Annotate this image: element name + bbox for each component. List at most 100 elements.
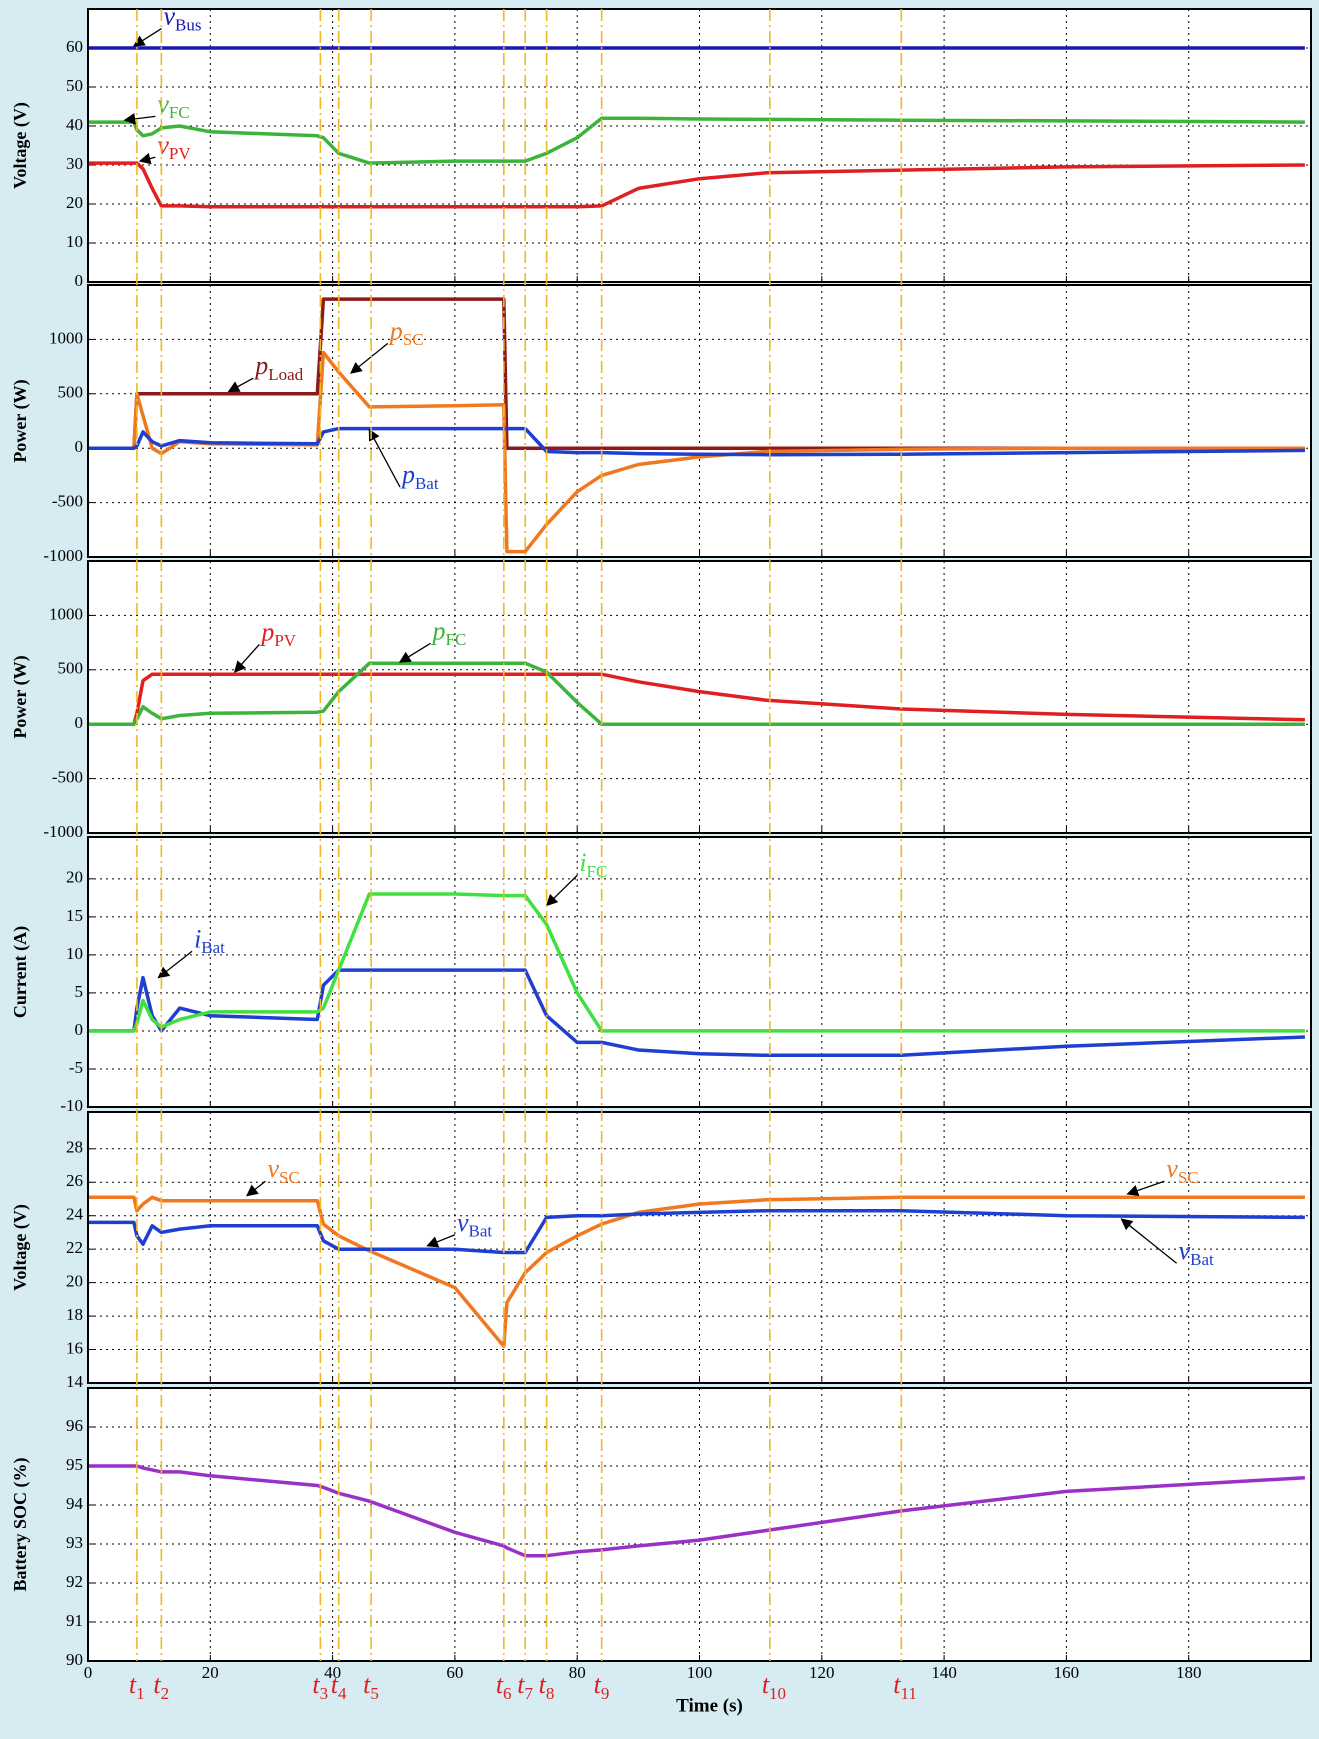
y-tick-label: -10 — [60, 1096, 83, 1115]
plot-frame — [87, 284, 1312, 558]
event-label: t1 — [129, 1670, 145, 1703]
series-label: vSC — [267, 1154, 299, 1187]
plot-area — [88, 1388, 1311, 1661]
y-tick-label: 18 — [66, 1305, 83, 1324]
plot-area — [88, 9, 1311, 282]
x-tick-label: 100 — [687, 1663, 713, 1682]
event-label: t4 — [331, 1670, 347, 1703]
x-tick-label: 20 — [202, 1663, 219, 1682]
y-tick-label: 22 — [66, 1238, 83, 1257]
y-tick-label: 20 — [66, 1272, 83, 1291]
series-label: vFC — [157, 89, 189, 122]
series-label: pFC — [431, 616, 467, 649]
annotation-arrow — [545, 874, 578, 907]
y-tick-label: 24 — [66, 1205, 84, 1224]
event-label: t2 — [153, 1670, 169, 1703]
plot-area — [88, 837, 1311, 1107]
series-line — [88, 350, 1305, 554]
annotation-arrow — [233, 643, 260, 673]
plot-area — [88, 561, 1311, 833]
annotation-arrow — [138, 152, 156, 165]
y-tick-label: -1000 — [43, 546, 83, 565]
panel: -1000 -500 0 500 1000 Power (W) pLoad pSC pBat — [10, 284, 1312, 565]
y-tick-label: 15 — [66, 906, 83, 925]
series-label: vPV — [157, 130, 191, 163]
y-tick-label: 1000 — [49, 604, 83, 623]
y-tick-label: 40 — [66, 115, 83, 134]
y-tick-label: 30 — [66, 154, 83, 173]
y-tick-label: 60 — [66, 37, 83, 56]
event-label: t6 — [496, 1670, 512, 1703]
series-line — [88, 297, 1305, 450]
y-axis-label: Voltage (V) — [10, 102, 31, 189]
event-label: t8 — [539, 1670, 555, 1703]
y-tick-label: 92 — [66, 1572, 83, 1591]
y-tick-label: 26 — [66, 1171, 83, 1190]
x-tick-label: 160 — [1054, 1663, 1080, 1682]
y-tick-label: 96 — [66, 1416, 83, 1435]
annotation-arrow — [426, 1234, 456, 1248]
plot-frame — [87, 560, 1312, 834]
x-tick-label: 60 — [446, 1663, 463, 1682]
x-tick-label: 0 — [84, 1663, 93, 1682]
annotation-arrow — [132, 28, 162, 47]
series-line — [88, 661, 1305, 726]
y-axis-label: Current (A) — [10, 926, 31, 1018]
panel: 90 91 92 93 94 95 96 0 20 40 60 80 100 120 140 160 180 Ba… — [10, 1387, 1312, 1716]
event-label: t5 — [363, 1670, 379, 1703]
y-tick-label: 0 — [75, 271, 84, 290]
y-tick-label: 94 — [66, 1494, 84, 1513]
x-tick-label: 80 — [569, 1663, 586, 1682]
annotation-arrow — [398, 642, 431, 663]
y-tick-label: 90 — [66, 1650, 83, 1669]
event-label: t10 — [762, 1670, 786, 1703]
y-tick-label: 28 — [66, 1138, 83, 1157]
plot-area — [88, 285, 1311, 557]
event-label: t3 — [312, 1670, 328, 1703]
annotation-arrow — [368, 428, 401, 488]
y-tick-label: 1000 — [49, 328, 83, 347]
y-tick-label: 0 — [75, 713, 84, 732]
series-label: iBat — [194, 924, 225, 957]
y-axis-label: Voltage (V) — [10, 1204, 31, 1291]
y-tick-label: 5 — [75, 982, 84, 1001]
annotation-arrow — [227, 377, 254, 393]
y-tick-label: 16 — [66, 1338, 83, 1357]
y-tick-label: 10 — [66, 944, 83, 963]
series-line — [88, 1208, 1305, 1255]
series-label: vBat — [1179, 1236, 1214, 1269]
panel: -1000 -500 0 500 1000 Power (W) pPV pFC — [10, 560, 1312, 841]
y-axis-label: Battery SOC (%) — [10, 1458, 31, 1592]
series-line — [88, 1464, 1306, 1558]
series-label: vSC — [1166, 1154, 1198, 1187]
plot-frame — [87, 836, 1312, 1108]
annotation-arrow — [157, 950, 193, 979]
event-label: t11 — [893, 1670, 917, 1703]
y-axis-label: Power (W) — [10, 655, 31, 738]
series-label: pBat — [400, 460, 439, 493]
y-tick-label: 500 — [58, 383, 84, 402]
annotation-arrow — [1126, 1180, 1165, 1197]
y-axis-label: Power (W) — [10, 379, 31, 462]
plot-area — [88, 1112, 1311, 1383]
y-tick-label: 20 — [66, 868, 83, 887]
series-line — [88, 161, 1305, 209]
y-tick-label: -500 — [52, 492, 83, 511]
series-line — [88, 426, 1305, 457]
y-tick-label: 0 — [75, 437, 84, 456]
series-line — [88, 892, 1305, 1033]
plot-frame — [87, 1387, 1312, 1662]
x-tick-label: 140 — [931, 1663, 957, 1682]
annotation-arrow — [1120, 1218, 1177, 1264]
annotation-arrow — [350, 342, 389, 374]
plot-frame — [87, 1111, 1312, 1384]
panel: 14 16 18 20 22 24 26 28 Voltage (V) vSC vBat vSC vBa… — [10, 1111, 1312, 1391]
series-label: pLoad — [253, 351, 303, 384]
annotation-arrow — [123, 113, 156, 125]
y-tick-label: 10 — [66, 232, 83, 251]
y-tick-label: 20 — [66, 193, 83, 212]
